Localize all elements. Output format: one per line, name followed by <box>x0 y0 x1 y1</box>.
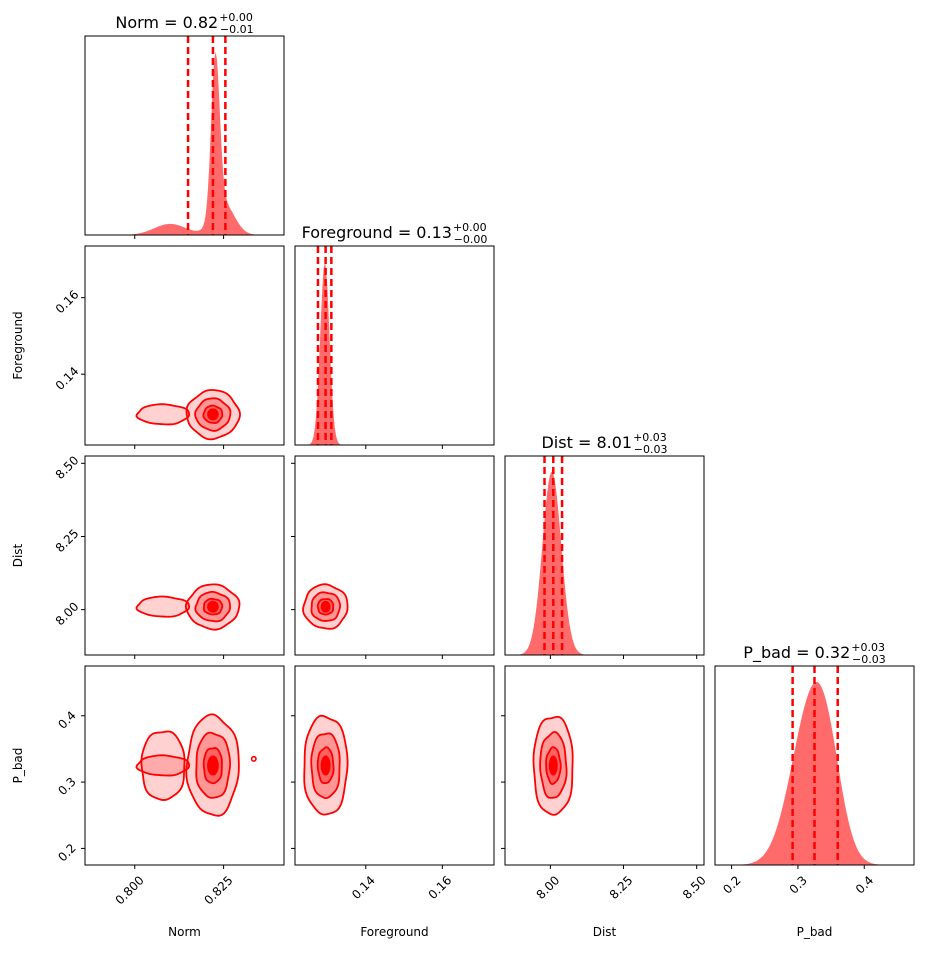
y-tick-label: 0.14 <box>53 364 82 393</box>
contour-core <box>320 755 331 776</box>
panel-title-text: Foreground = 0.13+0.00 −0.00 <box>302 221 488 246</box>
x-tick-label: 0.825 <box>201 873 235 907</box>
contour-foreground-vs-p-bad <box>303 714 349 816</box>
y-tick-label: 0.4 <box>55 708 78 731</box>
y-tick-label: 0.16 <box>53 288 82 317</box>
contour-tail <box>135 403 191 426</box>
x-tick-label: 0.14 <box>349 873 378 902</box>
y-axis-label: Foreground <box>11 311 25 379</box>
x-axis-label: Foreground <box>360 925 428 939</box>
y-tick-label: 8.25 <box>53 526 82 555</box>
contour-tail <box>135 595 191 618</box>
marginal-histogram-dist <box>505 471 704 655</box>
panel-title: Foreground = 0.13+0.00 −0.00 <box>302 221 488 246</box>
contour-norm-vs-p-bad <box>135 713 257 817</box>
x-tick-label: 0.4 <box>853 873 876 896</box>
panel-frame <box>504 455 705 656</box>
outlier-contour <box>250 755 257 762</box>
marginal-histogram-norm <box>85 51 284 235</box>
contour-core <box>207 600 219 613</box>
contour-dist-vs-p-bad <box>532 715 574 816</box>
x-tick-label: 0.2 <box>720 873 743 896</box>
panel-frame <box>504 665 705 866</box>
contour-core <box>320 600 331 613</box>
panel-frame <box>84 455 285 656</box>
panel-title-text: Norm = 0.82+0.00 −0.01 <box>115 11 253 36</box>
panel-title: Dist = 8.01+0.03 −0.03 <box>541 431 667 456</box>
x-tick-label: 8.00 <box>534 873 563 902</box>
x-tick-label: 0.16 <box>426 873 455 902</box>
y-tick-label: 0.3 <box>55 775 78 798</box>
x-axis-label: Norm <box>168 925 201 939</box>
contour-core <box>207 755 219 776</box>
panel-title-text: Dist = 8.01+0.03 −0.03 <box>541 431 667 456</box>
y-tick-label: 0.2 <box>55 841 78 864</box>
x-tick-label: 8.50 <box>680 873 709 902</box>
contour-core <box>207 408 219 421</box>
y-axis-label: P_bad <box>11 748 25 784</box>
contour-foreground-vs-dist <box>302 583 349 630</box>
contour-norm-vs-foreground <box>135 389 241 441</box>
x-axis-label: Dist <box>593 925 617 939</box>
contour-tail <box>135 754 191 777</box>
y-tick-label: 8.50 <box>53 453 82 482</box>
panel-frame <box>294 455 495 656</box>
panel-title: Norm = 0.82+0.00 −0.01 <box>115 11 253 36</box>
panel-frame <box>294 245 495 446</box>
marginal-histogram-p-bad <box>715 681 914 865</box>
x-axis-label: P_bad <box>797 925 833 939</box>
y-axis-label: Dist <box>11 543 25 567</box>
contour-tail-wide <box>140 730 186 801</box>
x-tick-label: 0.800 <box>113 873 147 907</box>
x-tick-label: 8.25 <box>607 873 636 902</box>
panel-title: P_bad = 0.32+0.03 −0.03 <box>743 641 885 666</box>
panel-frame <box>294 665 495 866</box>
panel-frame <box>84 35 285 236</box>
panel-frame <box>84 245 285 446</box>
y-tick-label: 8.00 <box>53 599 82 628</box>
contour-core <box>548 755 558 776</box>
panel-frame <box>84 665 285 866</box>
contour-norm-vs-dist <box>135 583 241 631</box>
panel-title-text: P_bad = 0.32+0.03 −0.03 <box>743 641 885 666</box>
x-tick-label: 0.3 <box>787 873 810 896</box>
panel-frame <box>714 665 915 866</box>
